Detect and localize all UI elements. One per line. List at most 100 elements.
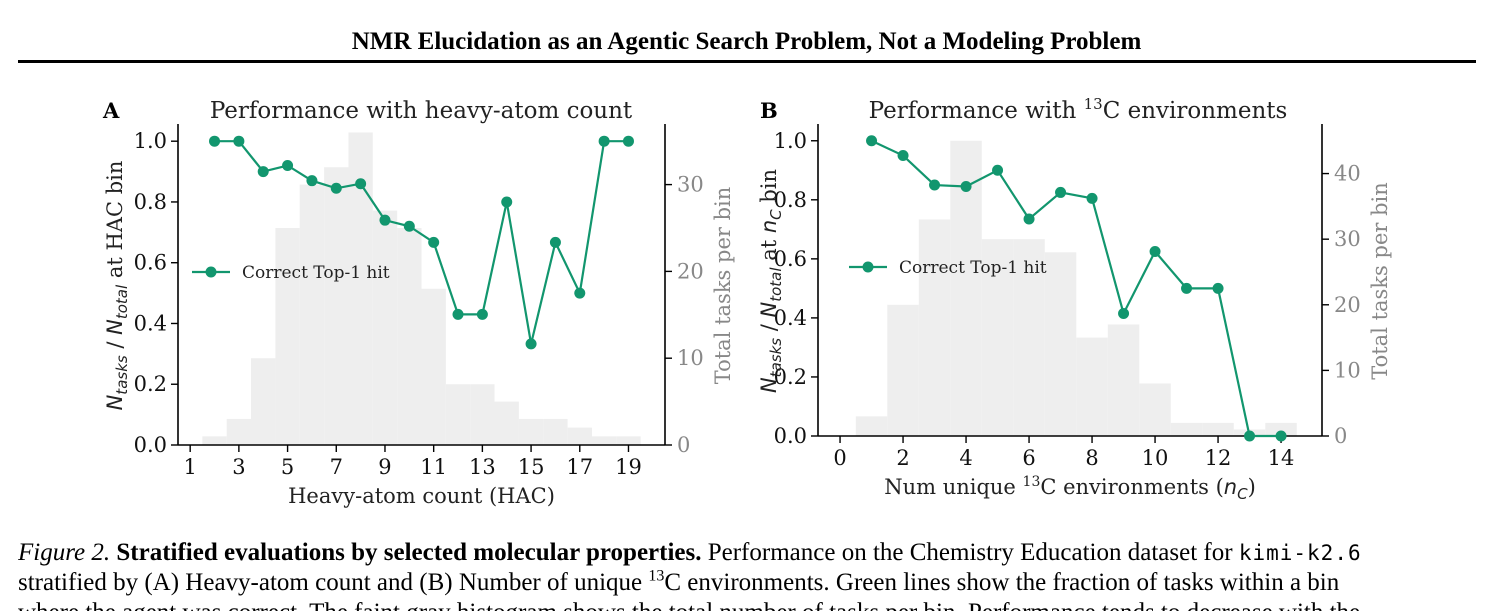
histogram-bar	[518, 418, 544, 445]
y-axis-label-sep: /	[757, 317, 781, 337]
data-point	[1181, 282, 1193, 294]
y-tick-label: 0.8	[134, 190, 167, 214]
histogram-bar	[397, 227, 422, 445]
data-point	[1086, 192, 1098, 204]
chart-title: Performance with 13C environments	[869, 95, 1288, 124]
data-point	[525, 338, 537, 350]
histogram-bar	[918, 219, 951, 436]
data-point	[233, 135, 245, 147]
y-tick-label: 0.4	[134, 311, 167, 335]
legend-marker	[205, 266, 217, 278]
panel-letter: A	[102, 98, 120, 123]
chart-title-text: Performance with heavy-atom count	[210, 98, 633, 124]
legend-label: Correct Top-1 hit	[242, 263, 390, 283]
histogram-bar	[1170, 422, 1203, 436]
data-point	[1023, 213, 1035, 225]
y-axis-label-symbol-2: N	[757, 301, 781, 317]
histogram-bar	[1107, 324, 1140, 436]
x-tick-label: 3	[232, 455, 245, 479]
data-point	[866, 135, 878, 147]
x-tick-label: 4	[959, 446, 972, 470]
data-point	[622, 135, 634, 147]
x-tick-label: 2	[896, 446, 909, 470]
caption-text-2b: C environments. Green lines show the fra…	[664, 569, 1340, 596]
x-tick-label: 1	[183, 455, 196, 479]
histogram-bar	[1265, 422, 1297, 436]
x-tick-label: 9	[378, 455, 391, 479]
y-tick-label: 1.0	[134, 129, 167, 153]
x-axis-label: Heavy-atom count (HAC)	[288, 484, 555, 508]
data-point	[403, 220, 415, 232]
data-point	[257, 166, 269, 178]
caption-title: Stratified evaluations by selected molec…	[116, 539, 702, 566]
histogram-bar	[887, 304, 919, 436]
y2-tick-label: 0	[677, 433, 690, 457]
histogram-bar	[202, 436, 227, 445]
legend-label: Correct Top-1 hit	[899, 258, 1047, 278]
y-tick-label: 0.4	[774, 306, 807, 330]
histogram-bar	[275, 227, 300, 445]
y2-tick-label: 20	[677, 259, 704, 283]
caption-model-name: kimi-k2.6	[1238, 541, 1362, 565]
y2-tick-label: 10	[677, 346, 704, 370]
y-axis-label-symbol-2: N	[103, 319, 127, 335]
data-point	[1212, 282, 1224, 294]
caption-line-1: Figure 2. Stratified evaluations by sele…	[18, 538, 1478, 568]
data-point	[1149, 245, 1161, 257]
data-point	[574, 287, 586, 299]
x-axis-label: Num unique 13C environments (nC)	[884, 474, 1256, 503]
y2-tick-label: 20	[1334, 293, 1361, 317]
data-point	[1118, 307, 1130, 319]
data-point	[1055, 186, 1067, 198]
y-axis-label-text: at	[757, 233, 781, 267]
histogram-bar	[372, 210, 398, 445]
y2-axis-label: Total tasks per bin	[711, 187, 735, 385]
y2-tick-label: 30	[677, 173, 704, 197]
x-tick-label: 14	[1268, 446, 1295, 470]
x-axis-label-text: Num unique	[884, 475, 1022, 499]
histogram-bar	[251, 358, 276, 445]
panel-b-chart: 0 2 4 6 8 10 12 14 0.0 0.2 0.4 0.6 0.8 1.0 0 10 20 30 40 Co…	[757, 95, 1392, 503]
histogram-bar	[591, 436, 617, 445]
data-point	[1244, 430, 1256, 442]
y2-axis-label: Total tasks per bin	[1368, 182, 1392, 380]
data-point	[929, 179, 941, 191]
page-header-title: NMR Elucidation as an Agentic Search Pro…	[351, 28, 1142, 55]
caption-figure-label: Figure 2.	[18, 539, 111, 566]
data-point	[452, 308, 464, 320]
x-tick-label: 8	[1085, 446, 1098, 470]
histogram-bar	[226, 418, 252, 445]
figure-caption: Figure 2. Stratified evaluations by sele…	[18, 538, 1478, 611]
histogram-bar	[299, 184, 325, 445]
data-point	[549, 236, 561, 248]
histogram-bar	[421, 288, 446, 445]
x-axis-label-end: )	[1248, 475, 1256, 499]
legend-marker	[862, 261, 874, 273]
y-axis-label-sub-2: total	[113, 284, 131, 319]
histogram-bar	[1013, 239, 1045, 436]
data-point	[501, 196, 513, 208]
caption-text-1: Performance on the Chemistry Education d…	[707, 539, 1233, 566]
histogram-bar	[855, 416, 888, 436]
panel-letter: B	[760, 98, 778, 123]
x-tick-label: 17	[566, 455, 593, 479]
histogram-bar	[1044, 252, 1077, 436]
x-tick-label: 11	[420, 455, 447, 479]
y-axis-label-sub-3: C	[767, 209, 785, 220]
y2-tick-label: 30	[1334, 227, 1361, 251]
histogram-bar	[470, 384, 495, 445]
y2-tick-label: 40	[1334, 162, 1361, 186]
data-point	[1275, 430, 1287, 442]
histogram-bar	[445, 384, 471, 445]
caption-text-2a: stratified by (A) Heavy-atom count and (…	[18, 569, 643, 596]
histogram-bar	[616, 436, 641, 445]
x-tick-label: 0	[833, 446, 846, 470]
y2-tick-label: 0	[1334, 424, 1347, 448]
y-axis-label-symbol: N	[103, 394, 127, 410]
data-point	[282, 159, 294, 171]
header-divider	[18, 60, 1476, 63]
histogram-bar	[1202, 422, 1234, 436]
y-tick-label: 0.6	[774, 247, 807, 271]
x-tick-label: 19	[615, 455, 642, 479]
caption-isotope-sup: 13	[648, 567, 665, 585]
